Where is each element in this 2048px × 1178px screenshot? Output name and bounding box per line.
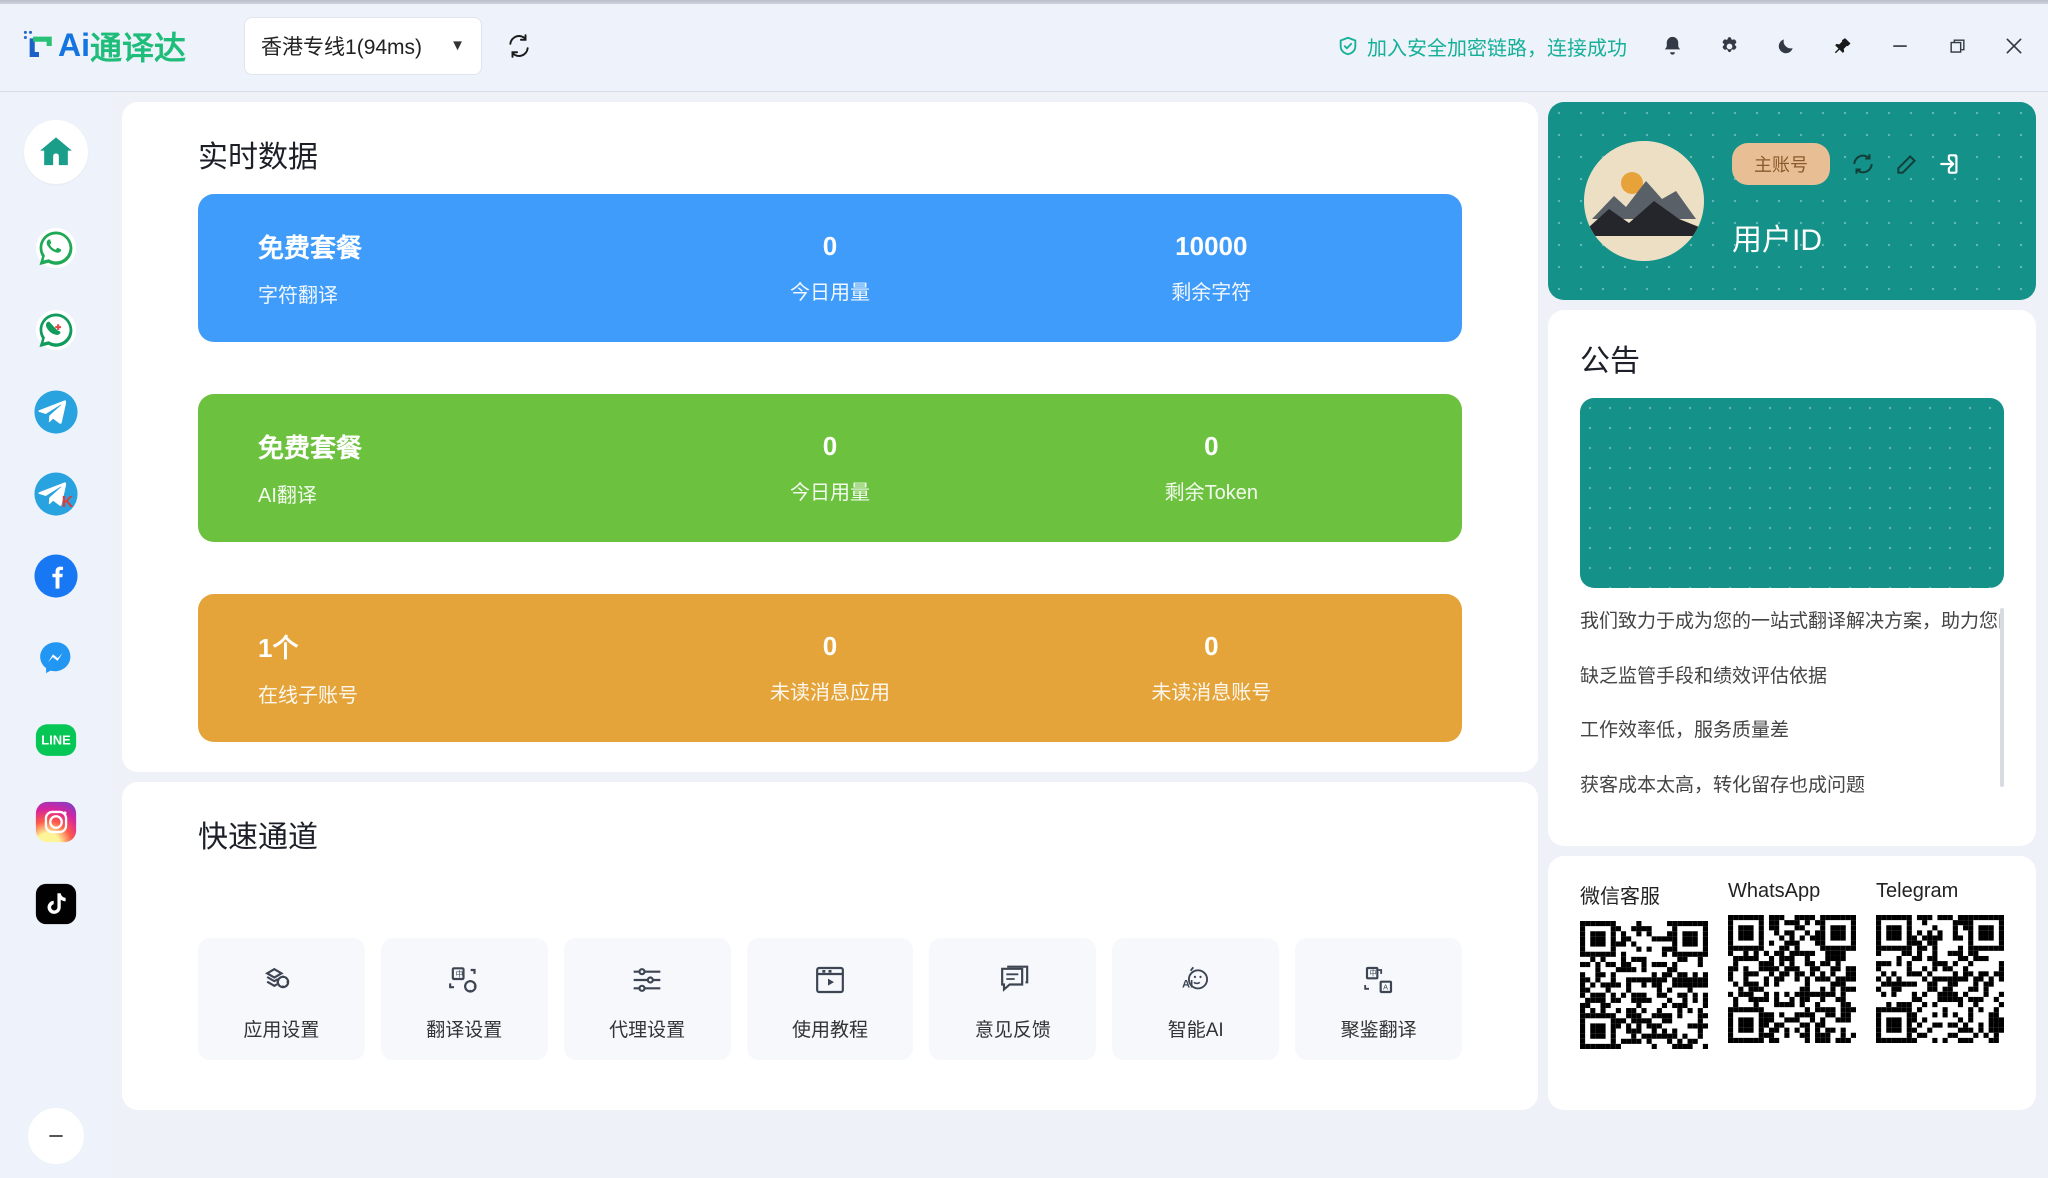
svg-text:LINE: LINE [41,732,71,747]
svg-text:中: 中 [1369,969,1376,978]
svg-text:A: A [1383,982,1388,991]
svg-text:AI: AI [1182,978,1193,990]
svg-text:K: K [62,494,74,511]
svg-text:中: 中 [456,968,464,978]
